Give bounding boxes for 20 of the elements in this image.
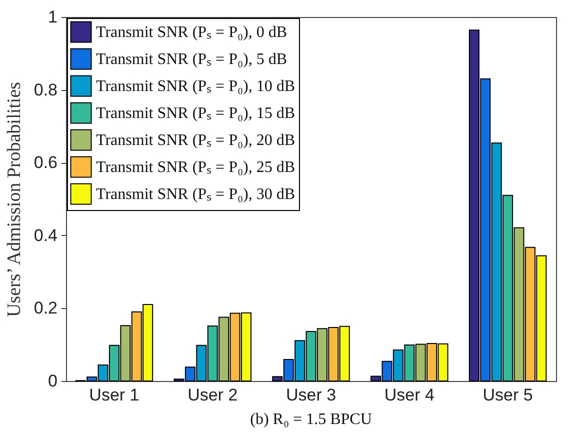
y-tick-label: 0.6 xyxy=(34,153,58,172)
x-tick-label: User 3 xyxy=(286,386,336,404)
y-tick-label: 0.8 xyxy=(34,80,58,100)
legend-label: Transmit SNR (Pₛ = P₀), 30 dB xyxy=(96,186,296,203)
legend-label: Transmit SNR (Pₛ = P₀), 0 dB xyxy=(96,24,288,41)
x-tick-label: User 5 xyxy=(482,386,533,404)
y-tick-label: 0.4 xyxy=(34,226,58,245)
x-tick-label: User 2 xyxy=(188,386,238,404)
legend-label: Transmit SNR (Pₛ = P₀), 10 dB xyxy=(96,78,296,95)
y-tick-label: 0 xyxy=(48,372,58,390)
legend-label: Transmit SNR (Pₛ = P₀), 15 dB xyxy=(96,105,296,122)
y-tick-label: 0.2 xyxy=(34,298,58,318)
legend-label: Transmit SNR (Pₛ = P₀), 25 dB xyxy=(96,159,296,176)
legend-label: Transmit SNR (Pₛ = P₀), 20 dB xyxy=(96,132,296,149)
y-axis-title: Users’ Admission Probabilities xyxy=(4,82,25,318)
y-tick-label: 1 xyxy=(48,8,58,26)
x-tick-label: User 1 xyxy=(89,386,140,404)
text: (b) R₀ = 1.5 BPCU xyxy=(250,411,372,428)
legend-label: Transmit SNR (Pₛ = P₀), 5 dB xyxy=(96,51,288,68)
x-tick-label: User 4 xyxy=(384,386,434,404)
